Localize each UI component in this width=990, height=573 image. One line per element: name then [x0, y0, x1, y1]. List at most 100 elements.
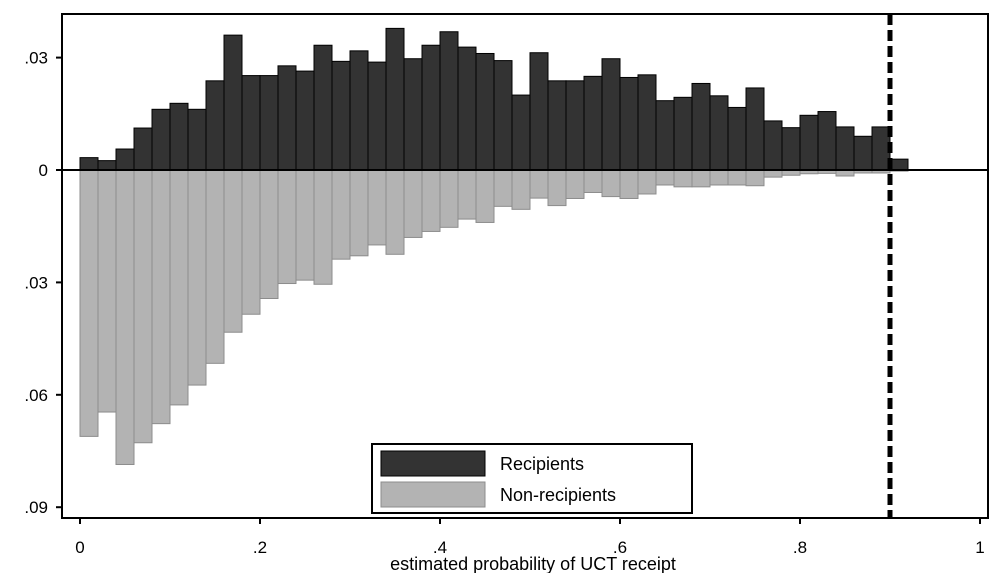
bar-non-recipients — [421, 169, 441, 232]
bar-recipients — [529, 52, 549, 171]
bar-recipients — [349, 50, 369, 171]
x-tick-label: .4 — [433, 538, 447, 557]
bar-recipients — [745, 87, 765, 171]
y-tick-label: .03 — [24, 273, 48, 292]
bar-non-recipients — [115, 169, 135, 465]
bar-recipients — [205, 80, 225, 171]
bar-recipients — [133, 127, 153, 171]
bar-recipients — [781, 127, 801, 171]
bar-non-recipients — [277, 169, 297, 285]
bar-recipients — [565, 80, 585, 171]
bar-recipients — [691, 82, 711, 171]
bar-non-recipients — [133, 169, 153, 444]
bar-non-recipients — [475, 169, 495, 223]
y-tick-label: .06 — [24, 386, 48, 405]
bar-non-recipients — [619, 169, 639, 199]
bar-non-recipients — [187, 169, 207, 386]
y-axis: .03 0 .03 .06 .09 — [24, 49, 62, 517]
bar-recipients — [475, 52, 495, 171]
bar-recipients — [169, 102, 189, 171]
bar-recipients — [223, 34, 243, 171]
bar-non-recipients — [97, 169, 117, 413]
bar-non-recipients — [295, 169, 315, 281]
bar-recipients — [259, 75, 279, 171]
bar-recipients — [313, 44, 333, 171]
bar-non-recipients — [493, 169, 513, 207]
legend-swatch-recipients — [380, 450, 486, 477]
bar-recipients — [583, 75, 603, 171]
bar-recipients — [331, 60, 351, 171]
bar-non-recipients — [745, 169, 765, 187]
x-tick-label: .6 — [613, 538, 627, 557]
bar-recipients — [835, 126, 855, 171]
x-tick-label: .8 — [793, 538, 807, 557]
bar-recipients — [601, 58, 621, 171]
bar-non-recipients — [709, 169, 729, 186]
bar-non-recipients — [241, 169, 261, 315]
bar-non-recipients — [529, 169, 549, 199]
bar-non-recipients — [367, 169, 387, 246]
bar-recipients — [727, 106, 747, 171]
bar-non-recipients — [565, 169, 585, 199]
bar-recipients — [241, 75, 261, 171]
y-tick-label: 0 — [39, 161, 48, 180]
bar-non-recipients — [691, 169, 711, 188]
bar-recipients — [493, 60, 513, 171]
bar-non-recipients — [763, 169, 783, 178]
bar-non-recipients — [457, 169, 477, 220]
bar-recipients — [439, 31, 459, 171]
bar-recipients — [655, 100, 675, 171]
bar-non-recipients — [151, 169, 171, 425]
bar-non-recipients — [205, 169, 225, 364]
legend: Recipients Non-recipients — [371, 443, 693, 514]
bar-recipients — [367, 61, 387, 171]
plot-frame — [61, 13, 989, 519]
bar-recipients — [421, 44, 441, 171]
bar-recipients — [817, 111, 837, 171]
legend-label-non-recipients: Non-recipients — [500, 485, 616, 505]
bar-non-recipients — [511, 169, 531, 210]
bar-non-recipients — [349, 169, 369, 257]
bar-non-recipients — [169, 169, 189, 406]
bar-recipients — [853, 135, 873, 171]
bar-recipients — [457, 46, 477, 171]
bar-recipients — [295, 70, 315, 171]
bar-recipients — [187, 108, 207, 171]
x-axis-title: estimated probability of UCT receipt — [390, 554, 676, 573]
bar-recipients — [763, 120, 783, 171]
bars-layer — [79, 27, 909, 465]
bar-recipients — [547, 80, 567, 171]
bar-non-recipients — [601, 169, 621, 198]
x-tick-label: .2 — [253, 538, 267, 557]
bar-recipients — [619, 76, 639, 171]
bar-non-recipients — [439, 169, 459, 228]
bar-recipients — [637, 74, 657, 171]
bar-recipients — [97, 160, 117, 171]
bar-non-recipients — [655, 169, 675, 186]
legend-swatch-non-recipients — [380, 481, 486, 508]
bar-non-recipients — [385, 169, 405, 255]
bar-recipients — [799, 114, 819, 171]
bar-non-recipients — [547, 169, 567, 207]
bar-recipients — [511, 94, 531, 171]
bar-non-recipients — [79, 169, 99, 437]
y-tick-label: .03 — [24, 49, 48, 68]
bar-recipients — [403, 58, 423, 171]
x-tick-label: 1 — [975, 538, 984, 557]
x-tick-label: 0 — [75, 538, 84, 557]
bar-non-recipients — [403, 169, 423, 238]
bar-non-recipients — [673, 169, 693, 188]
bar-recipients — [277, 65, 297, 171]
bar-non-recipients — [583, 169, 603, 193]
bar-non-recipients — [727, 169, 747, 186]
y-tick-label: .09 — [24, 498, 48, 517]
bar-recipients — [385, 27, 405, 171]
bar-recipients — [151, 108, 171, 171]
bar-recipients — [889, 158, 909, 171]
bar-non-recipients — [259, 169, 279, 300]
bar-non-recipients — [331, 169, 351, 260]
bar-non-recipients — [637, 169, 657, 195]
bar-recipients — [115, 148, 135, 171]
bar-recipients — [871, 126, 891, 171]
